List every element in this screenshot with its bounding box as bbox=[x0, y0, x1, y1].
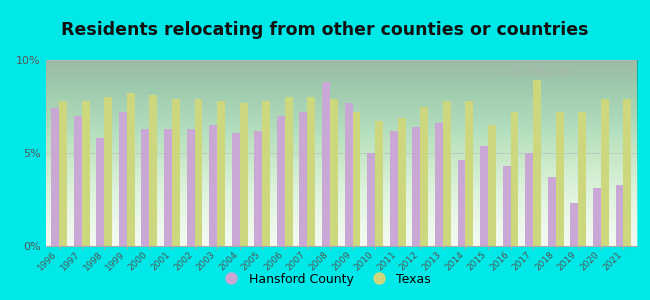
Bar bbox=[73, 116, 82, 246]
Legend: Hansford County, Texas: Hansford County, Texas bbox=[214, 268, 436, 291]
Bar bbox=[96, 138, 104, 246]
Bar bbox=[119, 112, 127, 246]
Bar bbox=[398, 118, 406, 246]
Bar bbox=[593, 188, 601, 246]
Bar bbox=[51, 108, 59, 246]
Bar bbox=[127, 94, 135, 246]
Bar bbox=[150, 95, 157, 246]
Bar bbox=[164, 129, 172, 246]
Bar bbox=[187, 129, 194, 246]
Bar bbox=[209, 125, 217, 246]
Bar bbox=[556, 112, 564, 246]
Bar bbox=[458, 160, 465, 246]
Bar bbox=[390, 131, 398, 246]
Bar bbox=[525, 153, 533, 246]
Bar bbox=[465, 101, 473, 246]
Bar bbox=[571, 203, 578, 246]
Bar bbox=[412, 127, 421, 246]
Bar bbox=[330, 99, 338, 246]
Bar bbox=[421, 106, 428, 246]
Bar bbox=[232, 133, 240, 246]
Bar bbox=[254, 131, 262, 246]
Bar bbox=[533, 80, 541, 246]
Bar bbox=[367, 153, 375, 246]
Bar bbox=[322, 82, 330, 246]
Bar bbox=[616, 184, 623, 246]
Bar bbox=[510, 112, 519, 246]
Bar bbox=[277, 116, 285, 246]
Bar bbox=[59, 101, 67, 246]
Bar bbox=[623, 99, 631, 246]
Bar bbox=[142, 129, 150, 246]
Text: Residents relocating from other counties or countries: Residents relocating from other counties… bbox=[61, 21, 589, 39]
Bar bbox=[307, 97, 315, 246]
Bar bbox=[217, 101, 225, 246]
Bar bbox=[194, 99, 202, 246]
Bar bbox=[285, 97, 292, 246]
Bar bbox=[344, 103, 352, 246]
Bar bbox=[375, 122, 383, 246]
Bar bbox=[548, 177, 556, 246]
Bar bbox=[104, 97, 112, 246]
Bar bbox=[601, 99, 609, 246]
Bar bbox=[578, 112, 586, 246]
Bar bbox=[352, 112, 361, 246]
Bar bbox=[480, 146, 488, 246]
Bar bbox=[262, 101, 270, 246]
Bar bbox=[435, 123, 443, 246]
Bar bbox=[172, 99, 180, 246]
Text: City-Data.com: City-Data.com bbox=[501, 67, 576, 77]
Bar bbox=[82, 101, 90, 246]
Bar bbox=[300, 112, 307, 246]
Bar bbox=[443, 101, 450, 246]
Bar bbox=[488, 125, 496, 246]
Bar bbox=[502, 166, 510, 246]
Bar bbox=[240, 103, 248, 246]
